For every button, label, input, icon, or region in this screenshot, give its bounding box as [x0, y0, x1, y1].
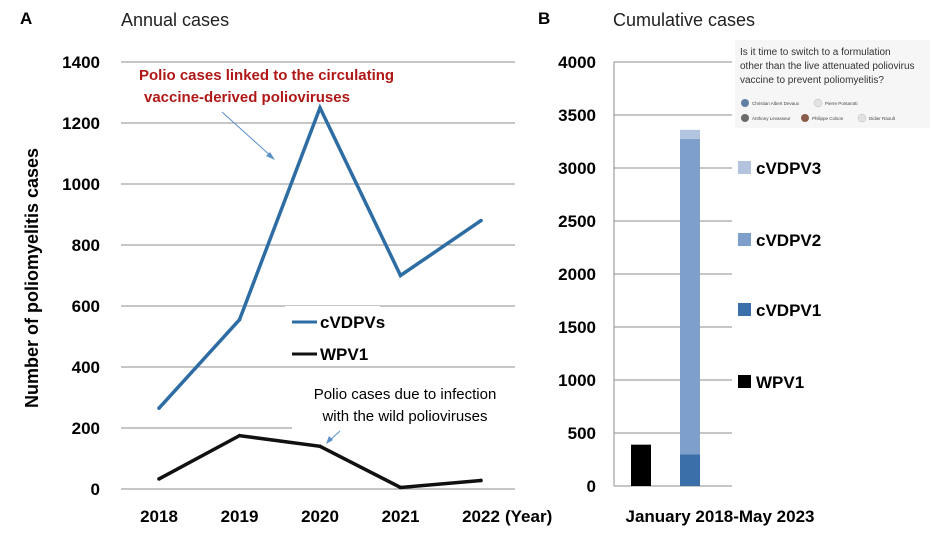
panel-a-letter: A — [20, 9, 32, 28]
author-name-2: Pierre Pontarotti — [825, 101, 858, 106]
author-name-1: Christian Albert Devaux — [752, 101, 800, 106]
legend-label-cvdpv1: cVDPV1 — [756, 301, 821, 320]
legend-label-wpv1: WPV1 — [756, 373, 804, 392]
series-point-cvdpvs — [318, 105, 322, 110]
panel-a-x-tick-label: 2020 — [301, 507, 339, 526]
panel-b-y-tick-label: 3000 — [558, 159, 596, 178]
annotation-wpv-line1: Polio cases due to infection — [314, 386, 497, 403]
panel-b-y-ticks: 0 500 1000 1500 2000 2500 3000 3500 4000 — [558, 53, 596, 496]
panel-a-gridlines — [121, 61, 515, 490]
series-point-cvdpvs — [157, 406, 161, 410]
legend-swatch-cvdpv1 — [738, 303, 751, 316]
panel-b-letter: B — [538, 9, 550, 28]
series-point-wpv1 — [157, 477, 161, 481]
series-point-cvdpvs — [237, 317, 242, 322]
annotation-wpv-background — [292, 380, 518, 430]
paper-title-line3: vaccine to prevent poliomyelitis? — [740, 75, 884, 86]
legend-swatch-cvdpv3 — [738, 161, 751, 174]
legend-swatch-cvdpv2 — [738, 233, 751, 246]
series-point-wpv1 — [237, 433, 242, 438]
series-point-wpv1 — [318, 444, 322, 449]
annotation-cvdpv-arrowhead — [266, 152, 275, 160]
paper-title-line1: Is it time to switch to a formulation — [740, 47, 891, 58]
panel-b-y-tick-label: 2500 — [558, 212, 596, 231]
bar-segment-cvdpv1 — [680, 454, 700, 486]
author-avatar-1 — [741, 99, 749, 107]
panel-b-bars — [631, 129, 700, 486]
panel-a-y-tick-label: 1000 — [62, 175, 100, 194]
panel-b-y-tick-label: 2000 — [558, 265, 596, 284]
panel-a-title: Annual cases — [121, 10, 229, 30]
series-point-cvdpvs — [479, 218, 483, 223]
bar-segment-wpv1 — [631, 444, 651, 486]
panel-a-series — [157, 103, 483, 490]
panel-a-y-tick-label: 1400 — [62, 53, 100, 72]
panel-b-legend: cVDPV3 cVDPV2 cVDPV1 WPV1 — [738, 159, 821, 392]
legend-wpv1-label: WPV1 — [320, 345, 368, 364]
panel-a-y-tick-label: 400 — [72, 358, 100, 377]
panel-b-y-tick-label: 1000 — [558, 371, 596, 390]
author-name-3: Anthony Levasseur — [752, 116, 791, 121]
paper-title-line2: other than the live attenuated polioviru… — [740, 61, 915, 72]
panel-a-y-axis-label: Number of poliomyelitis cases — [22, 148, 42, 408]
annotation-cvdpv-arrow — [221, 111, 273, 158]
bar-segment-cvdpv2 — [680, 138, 700, 455]
panel-b-y-tick-label: 3500 — [558, 106, 596, 125]
panel-a-legend-background — [285, 306, 380, 366]
panel-a-y-tick-label: 1200 — [62, 114, 100, 133]
author-avatar-5 — [857, 113, 867, 123]
panel-b-y-tick-label: 500 — [568, 424, 596, 443]
legend-label-cvdpv3: cVDPV3 — [756, 159, 821, 178]
panel-a-y-tick-label: 800 — [72, 236, 100, 255]
author-name-5: Didier Raoult — [869, 116, 896, 121]
panel-b-gridlines — [613, 61, 732, 487]
author-avatar-3 — [741, 114, 749, 122]
panel-b-title: Cumulative cases — [613, 10, 755, 30]
series-point-wpv1 — [479, 478, 483, 483]
paper-card: Is it time to switch to a formulation ot… — [735, 40, 930, 128]
panel-a-y-tick-label: 600 — [72, 297, 100, 316]
panel-b-y-tick-label: 4000 — [558, 53, 596, 72]
author-name-4: Philippe Colson — [812, 116, 844, 121]
panel-a-x-tick-label: 2019 — [221, 507, 259, 526]
author-avatar-4 — [801, 114, 809, 122]
panel-b-y-tick-label: 0 — [587, 477, 596, 496]
panel-a-x-ticks: 2018 2019 2020 2021 2022 — [140, 507, 500, 526]
annotation-cvdpv-line2: vaccine-derived polioviruses — [144, 89, 350, 106]
panel-a-y-tick-label: 200 — [72, 419, 100, 438]
panel-a-x-unit: (Year) — [505, 507, 552, 526]
bar-segment-cvdpv3 — [680, 129, 700, 139]
panel-a-x-tick-label: 2018 — [140, 507, 178, 526]
panel-b-x-label: January 2018-May 2023 — [625, 507, 814, 526]
legend-swatch-wpv1 — [738, 375, 751, 388]
annotation-wpv-arrowhead — [326, 436, 333, 444]
series-point-wpv1 — [398, 485, 403, 490]
series-point-cvdpvs — [398, 273, 403, 278]
panel-b-y-tick-label: 1500 — [558, 318, 596, 337]
panel-a-x-tick-label: 2021 — [382, 507, 420, 526]
paper-card-background — [735, 40, 930, 128]
panel-a-x-tick-label: 2022 — [462, 507, 500, 526]
annotation-wpv-line2: with the wild polioviruses — [321, 408, 487, 425]
panel-a-y-ticks: 0 200 400 600 800 1000 1200 1400 — [62, 53, 100, 499]
annotation-cvdpv-line1: Polio cases linked to the circulating — [139, 67, 394, 84]
panel-a-y-tick-label: 0 — [91, 480, 100, 499]
author-avatar-2 — [813, 98, 823, 108]
series-line-wpv1 — [158, 433, 482, 490]
legend-label-cvdpv2: cVDPV2 — [756, 231, 821, 250]
legend-cvdpvs-label: cVDPVs — [320, 313, 385, 332]
